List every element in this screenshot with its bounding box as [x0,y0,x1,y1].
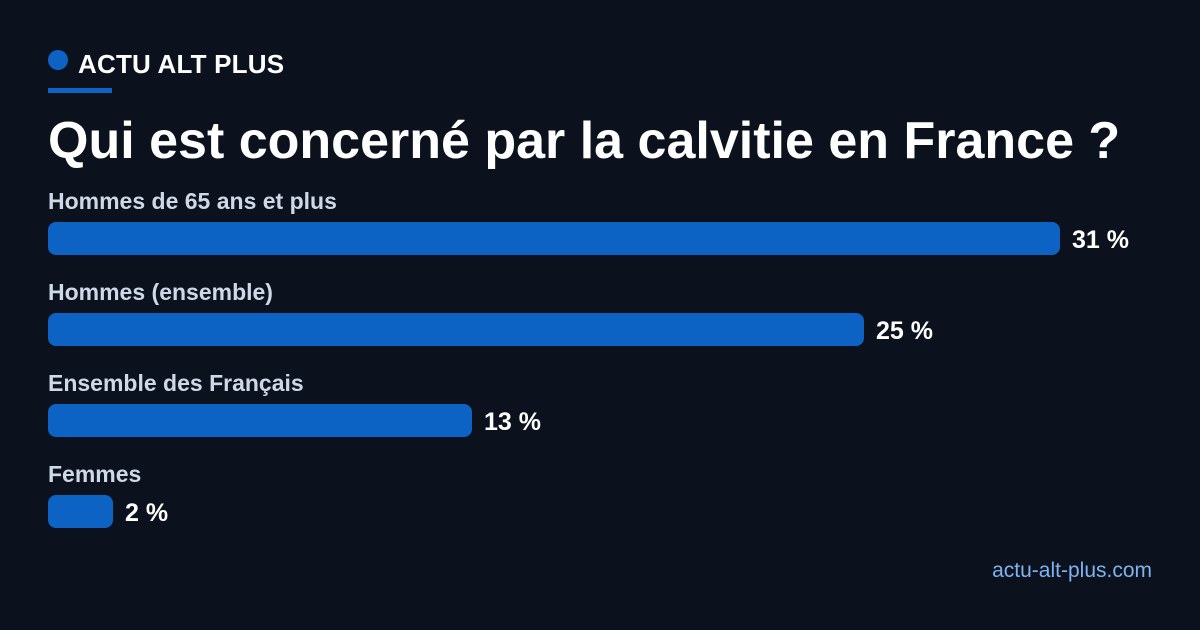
source-url: actu-alt-plus.com [992,559,1152,582]
bar [48,495,113,528]
bar-chart: Hommes de 65 ans et plus 31 % Hommes (ense… [48,184,1158,534]
bar [48,222,1060,255]
category-label: Hommes de 65 ans et plus [48,188,337,214]
value-label: 13 % [484,408,541,436]
brand-name: ACTU ALT PLUS [78,49,285,79]
bar-row: Ensemble des Français 13 % [48,366,1158,437]
category-label: Hommes (ensemble) [48,279,273,305]
brand-underline [48,88,112,93]
bar [48,404,472,437]
brand: ACTU ALT PLUS [48,48,284,80]
bar [48,313,864,346]
bar-row: Femmes 2 % [48,457,1158,528]
bar-row: Hommes de 65 ans et plus 31 % [48,184,1158,255]
value-label: 31 % [1072,226,1129,254]
chart-title: Qui est concerné par la calvitie en Fran… [48,112,1121,170]
brand-dot-icon [48,50,68,70]
category-label: Femmes [48,461,142,487]
category-label: Ensemble des Français [48,370,304,396]
value-label: 2 % [125,499,169,527]
bar-row: Hommes (ensemble) 25 % [48,275,1158,346]
value-label: 25 % [876,317,933,345]
